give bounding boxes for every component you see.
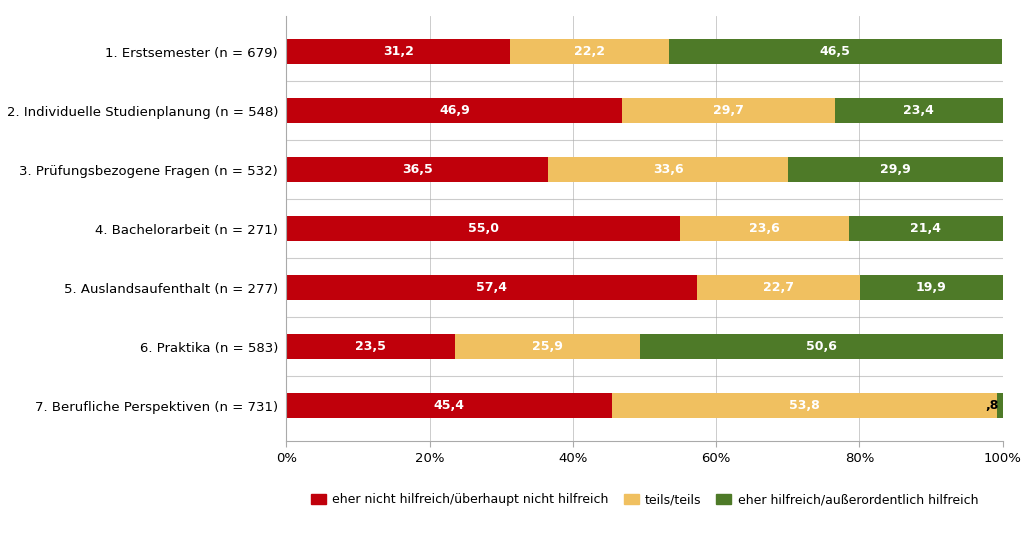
Bar bbox=[612, 393, 996, 418]
Bar bbox=[849, 216, 1003, 241]
Text: 46,9: 46,9 bbox=[439, 104, 470, 117]
Text: 31,2: 31,2 bbox=[383, 45, 413, 58]
Text: 21,4: 21,4 bbox=[910, 222, 941, 235]
Text: 23,5: 23,5 bbox=[355, 340, 386, 353]
Text: 29,7: 29,7 bbox=[713, 104, 744, 117]
Bar bbox=[860, 275, 1003, 300]
Bar bbox=[509, 39, 669, 64]
Bar bbox=[286, 157, 548, 182]
Bar bbox=[789, 157, 1003, 182]
Bar bbox=[622, 98, 835, 123]
Text: 45,4: 45,4 bbox=[434, 399, 464, 412]
Text: 46,5: 46,5 bbox=[819, 45, 851, 58]
Text: 55,0: 55,0 bbox=[468, 222, 499, 235]
Bar bbox=[680, 216, 849, 241]
Bar bbox=[835, 98, 1003, 123]
Legend: eher nicht hilfreich/überhaupt nicht hilfreich, teils/teils, eher hilfreich/auße: eher nicht hilfreich/überhaupt nicht hil… bbox=[306, 489, 983, 512]
Text: 33,6: 33,6 bbox=[653, 163, 683, 176]
Bar bbox=[286, 39, 509, 64]
Text: 29,9: 29,9 bbox=[880, 163, 910, 176]
Text: 23,6: 23,6 bbox=[750, 222, 781, 235]
Bar bbox=[286, 98, 622, 123]
Text: 22,7: 22,7 bbox=[763, 281, 794, 294]
Text: 19,9: 19,9 bbox=[916, 281, 946, 294]
Bar bbox=[669, 39, 1002, 64]
Text: 25,9: 25,9 bbox=[532, 340, 563, 353]
Bar bbox=[286, 216, 680, 241]
Bar bbox=[455, 334, 640, 359]
Bar bbox=[996, 393, 1003, 418]
Text: 36,5: 36,5 bbox=[402, 163, 433, 176]
Text: 22,2: 22,2 bbox=[574, 45, 605, 58]
Text: 53,8: 53,8 bbox=[789, 399, 819, 412]
Bar bbox=[286, 393, 612, 418]
Text: 23,4: 23,4 bbox=[903, 104, 934, 117]
Bar bbox=[698, 275, 860, 300]
Bar bbox=[548, 157, 789, 182]
Bar bbox=[286, 275, 698, 300]
Text: ,8: ,8 bbox=[985, 399, 998, 412]
Text: 57,4: 57,4 bbox=[477, 281, 507, 294]
Bar bbox=[286, 334, 455, 359]
Bar bbox=[640, 334, 1003, 359]
Text: 50,6: 50,6 bbox=[806, 340, 837, 353]
